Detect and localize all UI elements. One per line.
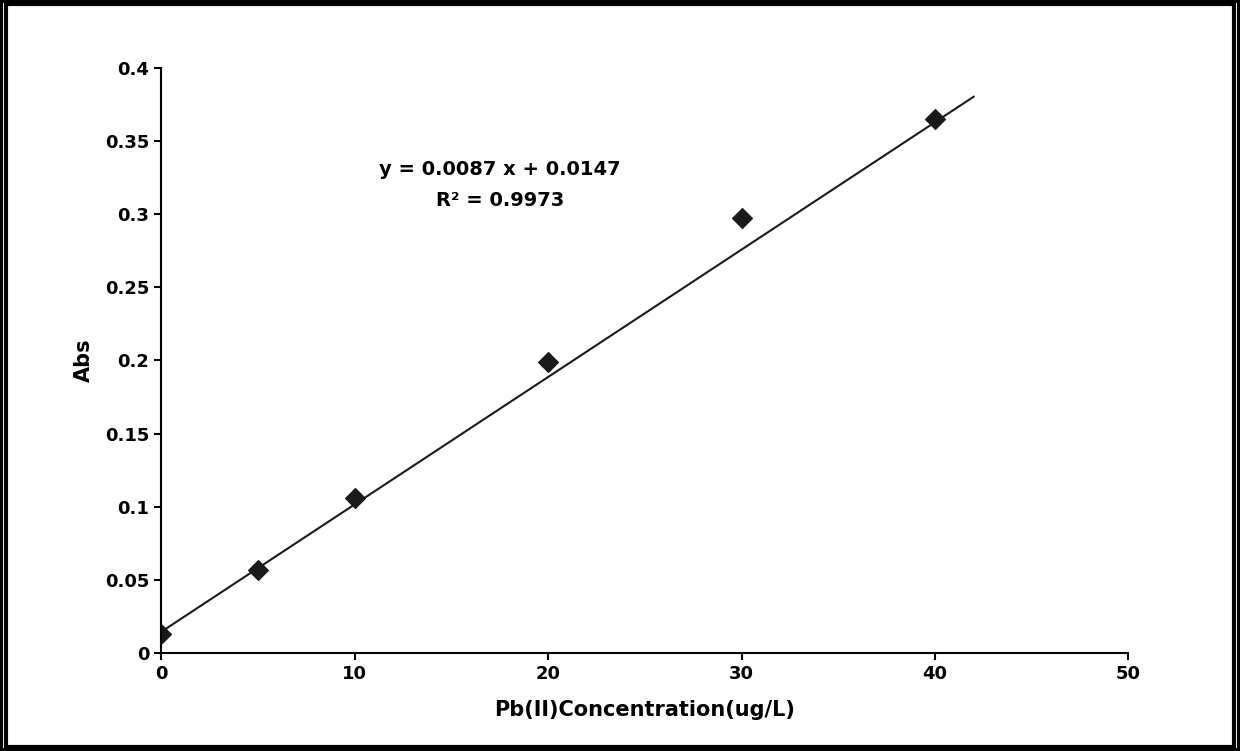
Y-axis label: Abs: Abs <box>74 339 94 382</box>
Point <box>151 629 171 641</box>
Point <box>345 492 365 504</box>
Point <box>732 213 751 225</box>
Point <box>538 356 558 368</box>
Point <box>925 113 945 125</box>
Text: y = 0.0087 x + 0.0147
R² = 0.9973: y = 0.0087 x + 0.0147 R² = 0.9973 <box>379 160 620 210</box>
Point <box>248 564 268 576</box>
X-axis label: Pb(II)Concentration(ug/L): Pb(II)Concentration(ug/L) <box>495 700 795 720</box>
